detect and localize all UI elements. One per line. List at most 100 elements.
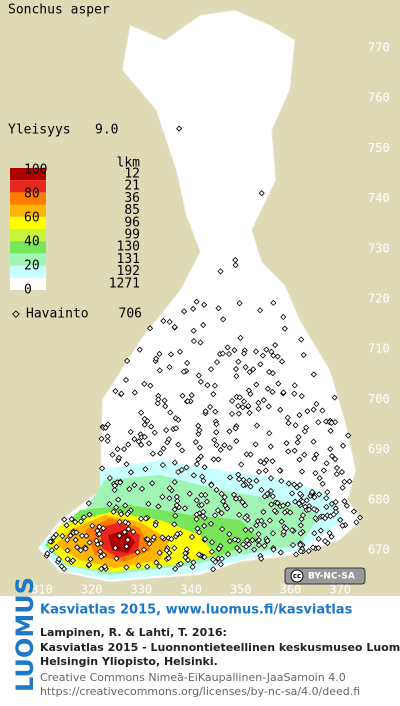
observation-dot bbox=[211, 436, 218, 443]
observation-dot bbox=[246, 409, 253, 416]
observation-dot bbox=[64, 556, 71, 563]
observation-dot bbox=[104, 437, 111, 445]
observation-dot bbox=[278, 518, 285, 525]
observation-dot bbox=[72, 536, 79, 544]
observation-dot bbox=[228, 410, 236, 417]
legend-scale-label: 20 bbox=[24, 259, 40, 274]
observation-dot bbox=[269, 530, 277, 537]
observation-dot bbox=[296, 412, 303, 419]
observation-dot bbox=[144, 563, 151, 570]
observation-dot bbox=[131, 482, 138, 489]
observation-dot bbox=[332, 498, 339, 506]
observation-dot bbox=[125, 525, 132, 533]
observation-dot bbox=[328, 419, 335, 426]
observation-dot bbox=[247, 390, 254, 398]
observation-dot bbox=[109, 451, 116, 458]
observation-dot bbox=[305, 547, 312, 555]
observation-dot bbox=[215, 456, 222, 463]
observation-dot bbox=[310, 371, 317, 378]
count-header: lkm bbox=[117, 156, 141, 171]
observation-dot bbox=[252, 441, 259, 448]
observation-dot bbox=[198, 501, 205, 508]
observation-dot bbox=[69, 557, 77, 564]
observation-dot bbox=[47, 538, 54, 545]
observation-dot bbox=[281, 325, 288, 332]
observation-dot bbox=[255, 536, 262, 544]
observation-dot bbox=[343, 502, 350, 509]
observation-dot bbox=[283, 440, 290, 447]
observation-dot bbox=[64, 536, 71, 543]
citation-line: Helsingin Yliopisto, Helsinki. bbox=[40, 655, 218, 668]
observation-dot bbox=[215, 545, 222, 552]
observation-dot bbox=[135, 438, 142, 445]
observation-dot bbox=[142, 515, 149, 522]
observation-dot bbox=[356, 514, 364, 521]
observation-dot bbox=[106, 475, 113, 482]
observation-dot bbox=[261, 522, 268, 529]
observation-dot bbox=[196, 427, 203, 434]
observation-dot bbox=[151, 534, 158, 541]
observation-dot bbox=[208, 366, 215, 373]
atlas-link[interactable]: Kasviatlas 2015, www.luomus.fi/kasviatla… bbox=[40, 603, 353, 618]
observation-dot bbox=[184, 359, 191, 367]
observation-dot bbox=[310, 406, 317, 413]
observation-dot bbox=[341, 498, 348, 505]
observation-dot bbox=[153, 559, 160, 566]
observation-dot bbox=[171, 324, 178, 331]
observation-dot bbox=[241, 350, 248, 357]
legend-swatch bbox=[10, 192, 46, 205]
observation-dot bbox=[210, 391, 217, 398]
observation-dot bbox=[138, 441, 145, 448]
observation-dot bbox=[231, 347, 238, 354]
observation-dot bbox=[297, 548, 304, 555]
observation-dot bbox=[175, 441, 182, 448]
observation-dot bbox=[305, 506, 313, 513]
observation-dot bbox=[281, 509, 288, 516]
observation-dot bbox=[99, 465, 106, 472]
observation-dot bbox=[87, 556, 94, 563]
observation-dot bbox=[183, 546, 190, 553]
observation-dot bbox=[210, 456, 217, 463]
observation-dot bbox=[280, 389, 287, 396]
observation-dot bbox=[315, 535, 322, 542]
northing-label: 690 bbox=[368, 442, 390, 456]
observation-dot bbox=[93, 537, 100, 544]
observation-dot bbox=[195, 430, 202, 438]
observation-dot bbox=[77, 547, 84, 554]
observation-dot bbox=[118, 511, 125, 518]
observation-dot bbox=[124, 536, 131, 543]
observation-dot bbox=[217, 561, 224, 568]
observation-dot bbox=[131, 389, 138, 396]
license-url[interactable]: https://creativecommons.org/licenses/by-… bbox=[40, 685, 360, 698]
observation-dot bbox=[328, 533, 335, 540]
observation-dot bbox=[175, 416, 182, 423]
observation-dot bbox=[322, 515, 329, 522]
observation-dot bbox=[268, 348, 275, 355]
legend-swatch bbox=[10, 204, 46, 217]
observation-dot bbox=[297, 522, 304, 529]
observation-dot bbox=[255, 542, 263, 549]
observation-dot bbox=[146, 325, 154, 332]
northing-label: 770 bbox=[368, 41, 390, 55]
observation-dot bbox=[218, 490, 225, 497]
observation-dot bbox=[317, 527, 324, 534]
observation-dot bbox=[97, 548, 104, 555]
legend-scale-label: 80 bbox=[24, 187, 40, 202]
observation-dot bbox=[140, 546, 148, 553]
observation-dot bbox=[235, 358, 242, 365]
observation-count: 706 bbox=[119, 307, 142, 322]
observation-dot bbox=[294, 439, 301, 446]
observation-dot bbox=[270, 546, 277, 553]
legend-scale-label: 100 bbox=[24, 163, 47, 178]
observation-dot bbox=[86, 561, 93, 568]
observation-dot bbox=[287, 509, 294, 516]
observation-dot bbox=[115, 454, 122, 461]
observation-dot bbox=[319, 480, 326, 487]
observation-dot bbox=[316, 491, 323, 498]
observation-dot bbox=[322, 538, 329, 545]
observation-dot bbox=[299, 498, 306, 505]
observation-dot bbox=[180, 368, 187, 375]
observation-dot bbox=[233, 544, 241, 552]
observation-dot bbox=[177, 560, 184, 567]
observation-dot bbox=[197, 453, 204, 460]
